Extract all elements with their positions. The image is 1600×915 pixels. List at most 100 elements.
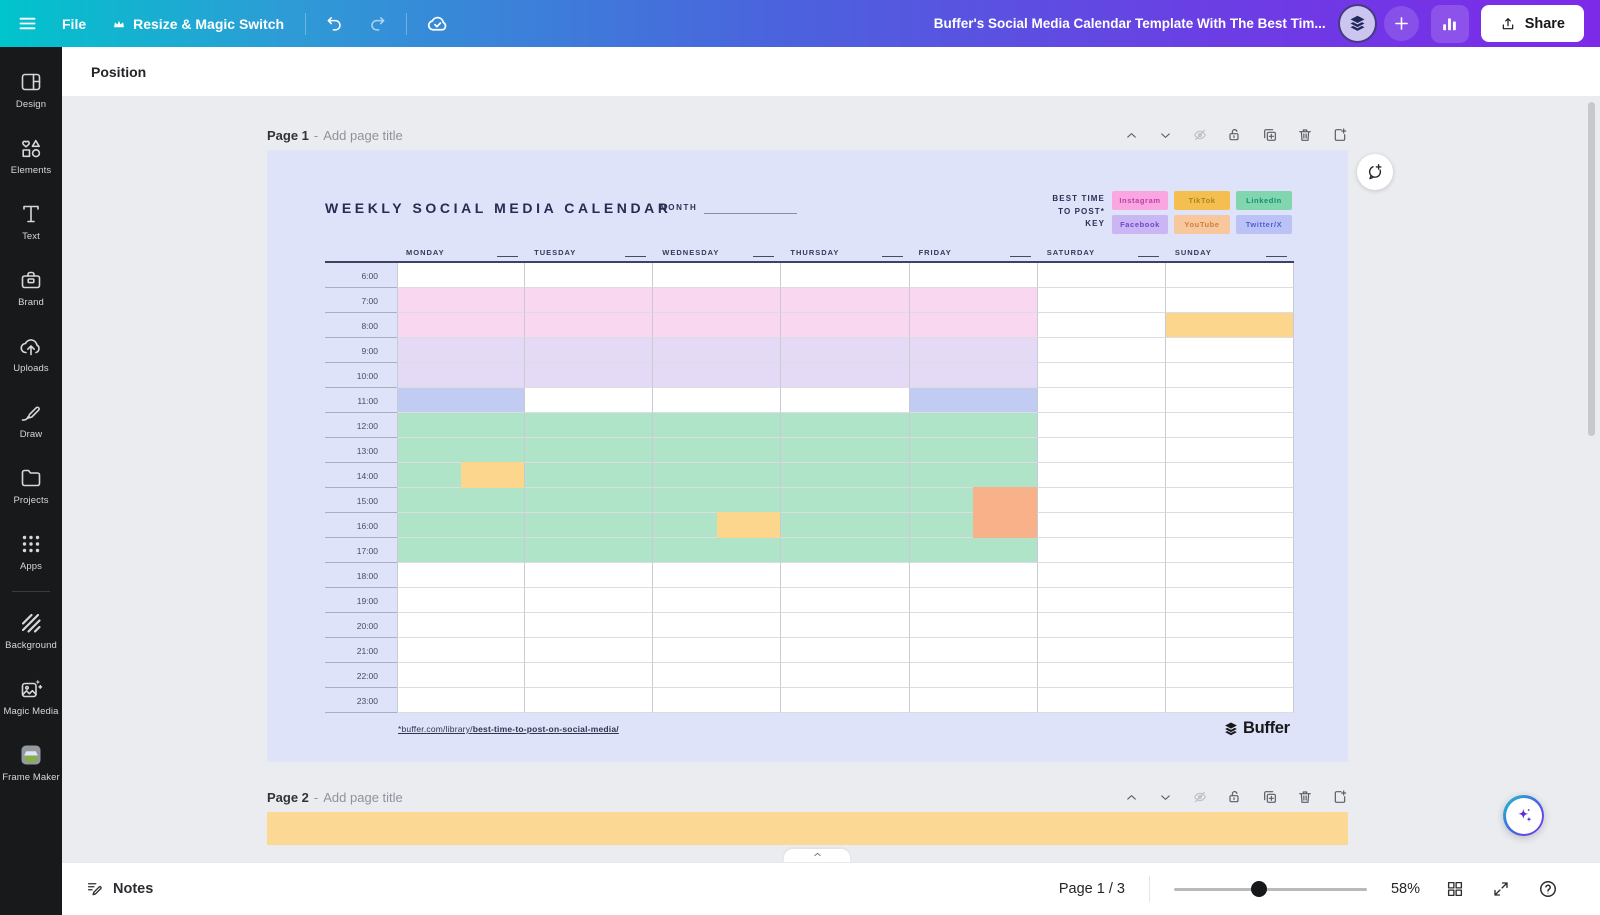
add-page-button[interactable] [1332,789,1348,805]
position-button[interactable]: Position [80,57,157,87]
calendar-cell [525,688,654,713]
move-page-down-button[interactable] [1158,128,1173,143]
page2-name[interactable]: Page 2 [267,789,309,805]
move-page-down-button[interactable] [1158,790,1173,805]
month-label: MONTH [660,203,698,212]
time-label: 6:00 [325,263,397,288]
lock-page-button[interactable] [1227,127,1243,143]
duplicate-page-button[interactable] [1262,789,1278,805]
notes-button[interactable]: Notes [86,880,153,898]
calendar-cell [525,288,654,313]
sidebar-item-elements[interactable]: Elements [0,123,62,189]
day-label: FRIDAY [918,248,952,257]
undo-icon [325,14,345,34]
hide-page-button[interactable] [1192,127,1208,143]
sidebar-item-label: Uploads [13,363,49,374]
hamburger-icon [17,13,38,34]
lock-open-icon [1227,789,1243,805]
sidebar-item-background[interactable]: Background [0,598,62,664]
add-member-button[interactable] [1383,6,1419,41]
move-page-up-button[interactable] [1124,790,1139,805]
sidebar-item-brand[interactable]: Brand [0,255,62,321]
collapse-panel-tab[interactable] [784,849,850,862]
date-blank-line [1009,256,1031,257]
page2-title-placeholder[interactable]: Add page title [323,789,403,805]
calendar-cell [397,488,526,513]
time-label: 21:00 [325,638,397,663]
grid-view-button[interactable] [1444,878,1466,900]
buffer-logo-icon [1348,14,1367,33]
file-menu-button[interactable]: File [49,4,99,44]
zoom-slider[interactable] [1173,881,1367,897]
day-header-row: MONDAY TUESDAY WEDNESDAY THURSDAY FRIDAY SATU… [325,244,1294,261]
sidebar-item-draw[interactable]: Draw [0,387,62,453]
zoom-percent[interactable]: 58% [1390,881,1420,897]
move-page-up-button[interactable] [1124,128,1139,143]
time-label: 16:00 [325,513,397,538]
calendar-cell [653,588,782,613]
zoom-slider-thumb[interactable] [1250,881,1267,897]
delete-page-button[interactable] [1297,789,1313,805]
calendar-cell [653,288,782,313]
zoom-slider-track[interactable] [1173,888,1367,891]
sidebar-item-design[interactable]: Design [0,57,62,123]
page1-title-placeholder[interactable]: Add page title [323,127,403,143]
add-comment-button[interactable] [1357,154,1393,190]
calendar-cell [781,613,910,638]
hide-page-button[interactable] [1192,789,1208,805]
sidebar-item-frame-maker[interactable]: Frame Maker [0,730,62,796]
calendar-cell [525,563,654,588]
undo-button[interactable] [314,4,356,44]
date-blank-line [753,256,775,257]
calendar-cell [909,413,1038,438]
sidebar-item-uploads[interactable]: Uploads [0,321,62,387]
design-icon [19,70,43,94]
calendar-cell [781,663,910,688]
calendar-cell [909,288,1038,313]
calendar-design-page[interactable]: WEEKLY SOCIAL MEDIA CALENDAR MONTH BEST … [267,150,1348,762]
time-label: 18:00 [325,563,397,588]
main-menu-button[interactable] [6,4,49,44]
calendar-cell [525,388,654,413]
sidebar-item-apps[interactable]: Apps [0,519,62,585]
account-avatar[interactable] [1339,6,1375,41]
canva-assistant-button[interactable] [1503,795,1544,836]
duplicate-page-button[interactable] [1262,127,1278,143]
page2-design-preview[interactable] [267,812,1348,845]
trash-icon [1297,789,1313,805]
insights-button[interactable] [1430,4,1469,43]
calendar-cell [1037,663,1166,688]
redo-button[interactable] [356,4,398,44]
calendar-cell [1165,688,1294,713]
help-button[interactable] [1536,877,1560,901]
delete-page-button[interactable] [1297,127,1313,143]
calendar-cell [397,688,526,713]
add-page-button[interactable] [1332,127,1348,143]
calendar-cell [781,363,910,388]
lock-page-button[interactable] [1227,789,1243,805]
calendar-cell [909,487,1038,513]
page1-name[interactable]: Page 1 [267,127,309,143]
sidebar-item-label: Magic Media [3,706,59,717]
day-header-thursday: THURSDAY [781,244,909,261]
calendar-cell [781,538,910,563]
calendar-cell [781,563,910,588]
time-label: 7:00 [325,288,397,313]
document-title[interactable]: Buffer's Social Media Calendar Template … [933,16,1326,31]
key-badge-tiktok: TikTok [1174,191,1230,210]
sidebar-item-text[interactable]: Text [0,189,62,255]
canvas-scrollbar[interactable] [1588,102,1595,436]
chevron-up-icon [1124,128,1139,143]
page-indicator[interactable]: Page 1 / 3 [1058,881,1125,897]
calendar-cell [1165,313,1294,338]
duplicate-icon [1262,789,1278,805]
sidebar-item-label: Text [22,231,40,242]
sidebar-item-magic-media[interactable]: Magic Media [0,664,62,730]
sidebar-item-projects[interactable]: Projects [0,453,62,519]
share-button[interactable]: Share [1480,5,1584,42]
calendar-cell [1165,288,1294,313]
fullscreen-button[interactable] [1490,878,1512,900]
day-header-friday: FRIDAY [910,244,1038,261]
resize-magic-switch-button[interactable]: Resize & Magic Switch [99,4,297,44]
calendar-cell [909,363,1038,388]
